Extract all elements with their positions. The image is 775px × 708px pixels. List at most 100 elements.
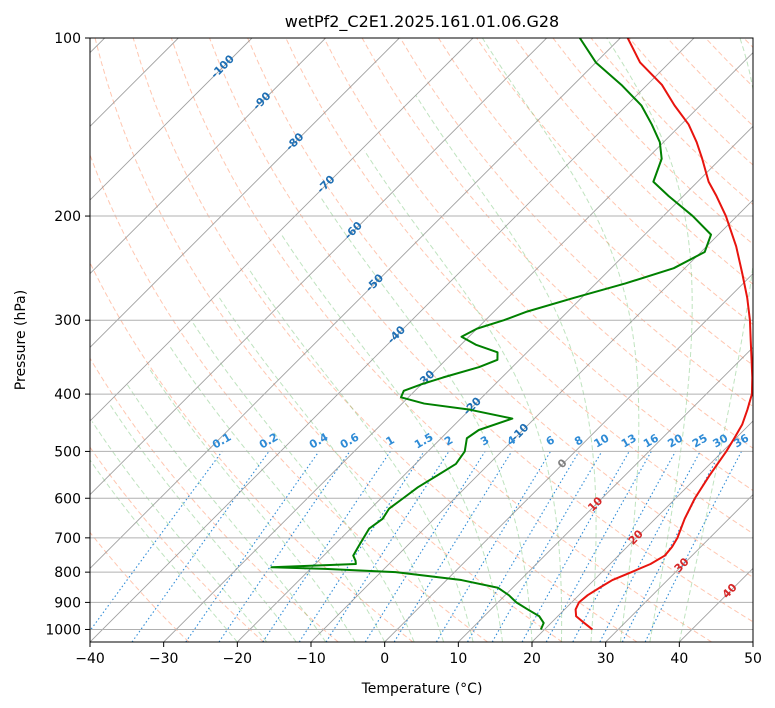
- y-tick-label: 500: [54, 444, 81, 460]
- dry-adiabat: [170, 38, 712, 642]
- mixing-ratio-line: [467, 451, 580, 642]
- mixing-ratio-line: [262, 451, 391, 642]
- isotherm-line: [679, 567, 753, 642]
- x-tick-label: 30: [597, 651, 615, 667]
- moist-adiabat: [108, 403, 297, 642]
- temperature-profile: [574, 38, 753, 631]
- chart-title: wetPf2_C2E1.2025.161.01.06.G28: [285, 12, 559, 32]
- moist-adiabat: [678, 38, 753, 642]
- isotherm-label: 40: [720, 581, 740, 601]
- isotherm-label: -40: [385, 323, 408, 346]
- mixing-ratio-label: 0.4: [307, 430, 331, 451]
- mixing-ratio-label: 2: [442, 433, 455, 448]
- isotherm-label: -90: [250, 89, 273, 112]
- mixing-ratio-line: [185, 451, 320, 642]
- isotherm-label: -70: [314, 172, 337, 195]
- isotherm-line: [458, 346, 753, 642]
- x-tick-label: −10: [296, 651, 326, 667]
- moist-adiabat: [90, 459, 238, 642]
- mixing-ratio-label: 1: [384, 433, 397, 448]
- isotherm-label: -60: [342, 219, 365, 242]
- x-axis: −40 −30 −20 −10 0 10 20 30 40 50: [75, 642, 762, 667]
- moist-adiabat: [247, 267, 474, 642]
- y-tick-label: 300: [54, 313, 81, 329]
- isotherm-label: -30: [414, 367, 437, 390]
- mixing-ratio-line: [298, 451, 425, 642]
- moist-adiabat: [147, 366, 356, 642]
- dry-adiabat: [705, 38, 753, 88]
- moist-adiabat: [606, 38, 693, 642]
- moist-adiabat: [168, 344, 386, 642]
- y-tick-label: 800: [54, 565, 81, 581]
- dry-adiabat: [90, 446, 264, 642]
- mixing-ratio-line: [599, 451, 701, 642]
- mixing-ratio-label: 13: [619, 432, 639, 451]
- mixing-ratio-label: 8: [572, 433, 585, 448]
- dry-adiabat: [209, 38, 753, 623]
- mixing-ratio-label: 36: [731, 431, 751, 450]
- dry-adiabat: [438, 38, 753, 366]
- isotherm-line: [605, 494, 753, 642]
- isotherm-line: [237, 125, 753, 642]
- x-tick-label: 50: [744, 651, 762, 667]
- dry-adiabat: [323, 38, 753, 492]
- y-tick-label: 1000: [45, 622, 81, 638]
- isotherm-label: -20: [461, 394, 484, 417]
- isotherm-line: [90, 38, 253, 201]
- dry-adiabat: [399, 38, 753, 408]
- pressure-grid: [90, 38, 753, 642]
- isotherm-line: [90, 38, 695, 642]
- mixing-ratio-line: [521, 451, 630, 642]
- x-tick-label: 20: [523, 651, 541, 667]
- isotherm-line: [531, 420, 753, 642]
- y-tick-label: 700: [54, 531, 81, 547]
- plot-frame: [89, 37, 754, 643]
- dry-adiabat: [743, 38, 753, 49]
- y-tick-label: 600: [54, 491, 81, 507]
- dry-adiabat: [247, 38, 753, 578]
- x-tick-label: 0: [380, 651, 389, 667]
- dry-adiabat: [285, 38, 753, 535]
- isotherm-line: [90, 38, 547, 496]
- moist-adiabat: [481, 38, 640, 642]
- dry-adiabat: [94, 38, 563, 642]
- y-tick-label: 900: [54, 595, 81, 611]
- mixing-ratio-line: [545, 451, 652, 642]
- isotherm-label: -80: [283, 130, 306, 153]
- mixing-ratio-label: 0.1: [210, 430, 233, 451]
- moist-adiabat: [319, 195, 533, 642]
- y-axis-title: Pressure (hPa): [13, 290, 29, 390]
- background-lines: [90, 38, 753, 642]
- moist-adiabat: [415, 95, 597, 642]
- isotherm-label: 10: [585, 494, 605, 514]
- isotherm-line: [90, 38, 400, 348]
- mixing-ratio-line: [90, 451, 223, 632]
- isotherm-line: [752, 641, 753, 642]
- isotherm-line: [90, 38, 326, 275]
- y-tick-label: 400: [54, 387, 81, 403]
- mixing-ratio-line: [644, 451, 742, 642]
- mixing-ratio-label: 10: [592, 431, 612, 450]
- dry-adiabat: [132, 38, 638, 642]
- moist-adiabat: [190, 319, 415, 642]
- dry-adiabat: [590, 38, 753, 206]
- mixing-ratio-label: 16: [641, 431, 661, 450]
- mixing-ratio-label: 6: [544, 433, 557, 448]
- y-tick-label: 200: [54, 209, 81, 225]
- isotherm-line: [90, 38, 474, 422]
- dry-adiabat: [90, 153, 488, 642]
- moist-adiabat: [126, 384, 327, 642]
- dry-adiabat: [90, 261, 414, 642]
- mixing-ratio-label: 1.5: [412, 430, 435, 451]
- isotherm-line: [310, 199, 753, 642]
- isotherm-line: [384, 273, 753, 642]
- moist-adiabat: [219, 297, 445, 642]
- mixing-ratio-line: [218, 451, 351, 642]
- mixing-ratio-label: 25: [690, 432, 710, 451]
- isotherm-label: 0: [555, 456, 570, 471]
- mixing-ratio-line: [393, 451, 513, 642]
- dry-adiabat: [361, 38, 753, 449]
- isotherm-label: -50: [363, 271, 386, 294]
- x-tick-label: 10: [449, 651, 467, 667]
